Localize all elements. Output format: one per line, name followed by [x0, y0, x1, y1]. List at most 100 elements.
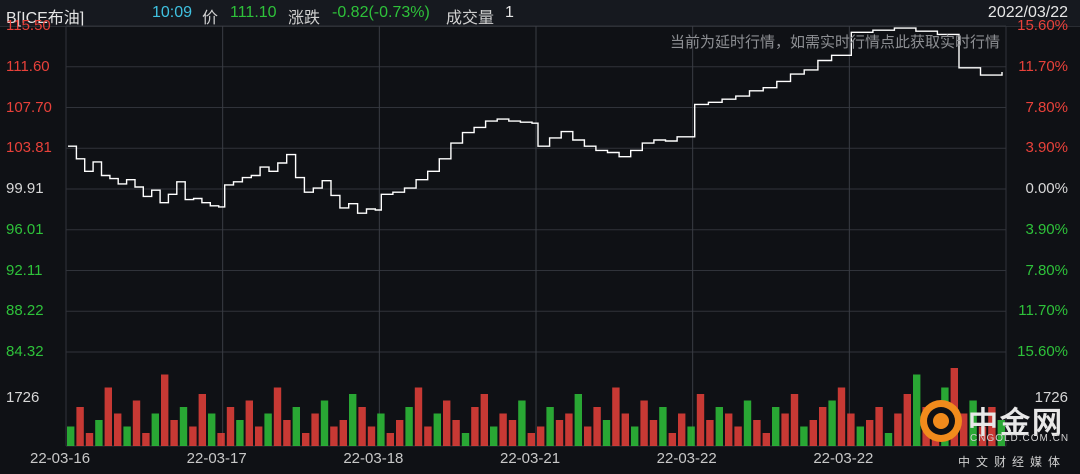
volume-bar	[386, 433, 394, 446]
y-tick-left: 111.60	[6, 57, 50, 75]
volume-bar	[706, 420, 714, 446]
x-tick-label: 22-03-22	[813, 450, 874, 467]
volume-bar	[997, 420, 1005, 446]
volume-bar	[565, 413, 573, 446]
volume-bar	[273, 387, 282, 446]
volume-bar	[518, 400, 526, 446]
volume-bar	[320, 400, 329, 446]
volume-bar	[696, 394, 705, 446]
volume-bar	[424, 426, 432, 446]
volume-bar	[772, 407, 780, 446]
y-tick-right: 15.60%	[1017, 17, 1068, 34]
volume-bar	[790, 394, 799, 446]
volume-bar	[132, 400, 141, 446]
y-tick-left: 92.11	[6, 261, 43, 279]
volume-bar	[960, 413, 968, 446]
volume-value: 1	[505, 4, 514, 21]
volume-bar	[414, 387, 423, 446]
volume-bar	[781, 413, 789, 446]
price-line	[68, 27, 1003, 214]
volume-bar	[753, 420, 761, 446]
volume-bar	[76, 407, 84, 446]
volume-bar	[226, 407, 235, 446]
volume-bar	[875, 407, 883, 446]
volume-bar	[198, 394, 206, 446]
volume-bar	[499, 413, 507, 446]
volume-bar	[396, 420, 404, 446]
volume-bar	[480, 394, 488, 446]
volume-bar	[217, 433, 225, 446]
volume-bar	[640, 400, 648, 446]
volume-bar	[161, 374, 169, 446]
cngold-logo: 中金网 CNGOLD.COM.CN 中文财经媒体	[918, 398, 1068, 469]
volume-bar	[621, 413, 629, 446]
x-tick-label: 22-03-17	[186, 450, 247, 467]
volume-bar	[856, 426, 864, 446]
volume-bar	[189, 426, 197, 446]
x-tick-label: 22-03-21	[500, 450, 561, 467]
volume-bar	[584, 426, 592, 446]
volume-bar	[762, 433, 770, 446]
y-tick-right: 11.70%	[1018, 57, 1068, 75]
y-tick-left: 99.91	[6, 180, 44, 197]
volume-bar	[903, 394, 911, 446]
x-tick-label: 22-03-18	[343, 450, 404, 467]
volume-bar	[508, 420, 517, 446]
volume-bar	[800, 426, 808, 446]
volume-bar	[471, 407, 479, 446]
change-caption: 涨跌	[288, 10, 321, 27]
x-tick-label: 22-03-22	[656, 450, 717, 467]
y-tick-left: 88.22	[6, 302, 44, 320]
volume-bar	[142, 433, 150, 446]
volume-bar	[725, 413, 733, 446]
volume-bar	[828, 400, 836, 446]
volume-bar	[405, 407, 413, 446]
volume-bar	[555, 420, 564, 446]
volume-bar	[819, 407, 827, 446]
volume-bar	[433, 413, 441, 446]
volume-bar	[743, 400, 752, 446]
volume-bar	[311, 413, 319, 446]
time-label: 10:09	[152, 4, 193, 21]
volume-bar	[574, 394, 582, 446]
volume-bar	[678, 413, 686, 446]
volume-bar	[452, 420, 460, 446]
price-value: 111.10	[230, 4, 277, 21]
volume-bar	[236, 420, 244, 446]
volume-bar	[537, 426, 545, 446]
volume-bar	[461, 433, 470, 446]
change-value: -0.82(-0.73%)	[332, 4, 430, 21]
volume-bar	[179, 407, 188, 446]
volume-bar	[837, 387, 846, 446]
quote-header: B[ICE布油] 10:09 价 111.10 涨跌 -0.82(-0.73%)…	[0, 0, 1080, 27]
volume-bar	[170, 420, 178, 446]
y-tick-right: 7.80%	[1025, 98, 1068, 116]
volume-bar	[659, 407, 667, 446]
y-tick-right: 3.90%	[1025, 220, 1068, 238]
volume-bar	[913, 374, 921, 446]
x-tick-label: 22-03-16	[30, 450, 91, 467]
y-tick-left: 103.81	[6, 139, 52, 157]
volume-bar	[884, 433, 893, 446]
volume-bar	[687, 426, 695, 446]
y-tick-right: 11.70%	[1018, 302, 1068, 320]
volume-bar	[330, 426, 338, 446]
volume-bar	[443, 400, 451, 446]
symbol-label: B[ICE布油]	[6, 10, 85, 27]
volume-bar	[649, 420, 658, 446]
delay-notice[interactable]: 当前为延时行情，如需实时行情点此获取实时行情	[669, 34, 1000, 51]
volume-bar	[123, 426, 131, 446]
volume-bar	[208, 413, 216, 446]
volume-bar	[339, 420, 347, 446]
y-tick-right: 15.60%	[1017, 343, 1068, 360]
volume-bar	[612, 387, 620, 446]
volume-bar	[95, 420, 103, 446]
volume-bar	[894, 413, 902, 446]
volume-caption: 成交量	[446, 10, 495, 27]
logo-tagline: 中文财经媒体	[957, 455, 1066, 469]
volume-bar	[67, 426, 75, 446]
volume-bar	[283, 420, 291, 446]
volume-bar	[602, 420, 611, 446]
